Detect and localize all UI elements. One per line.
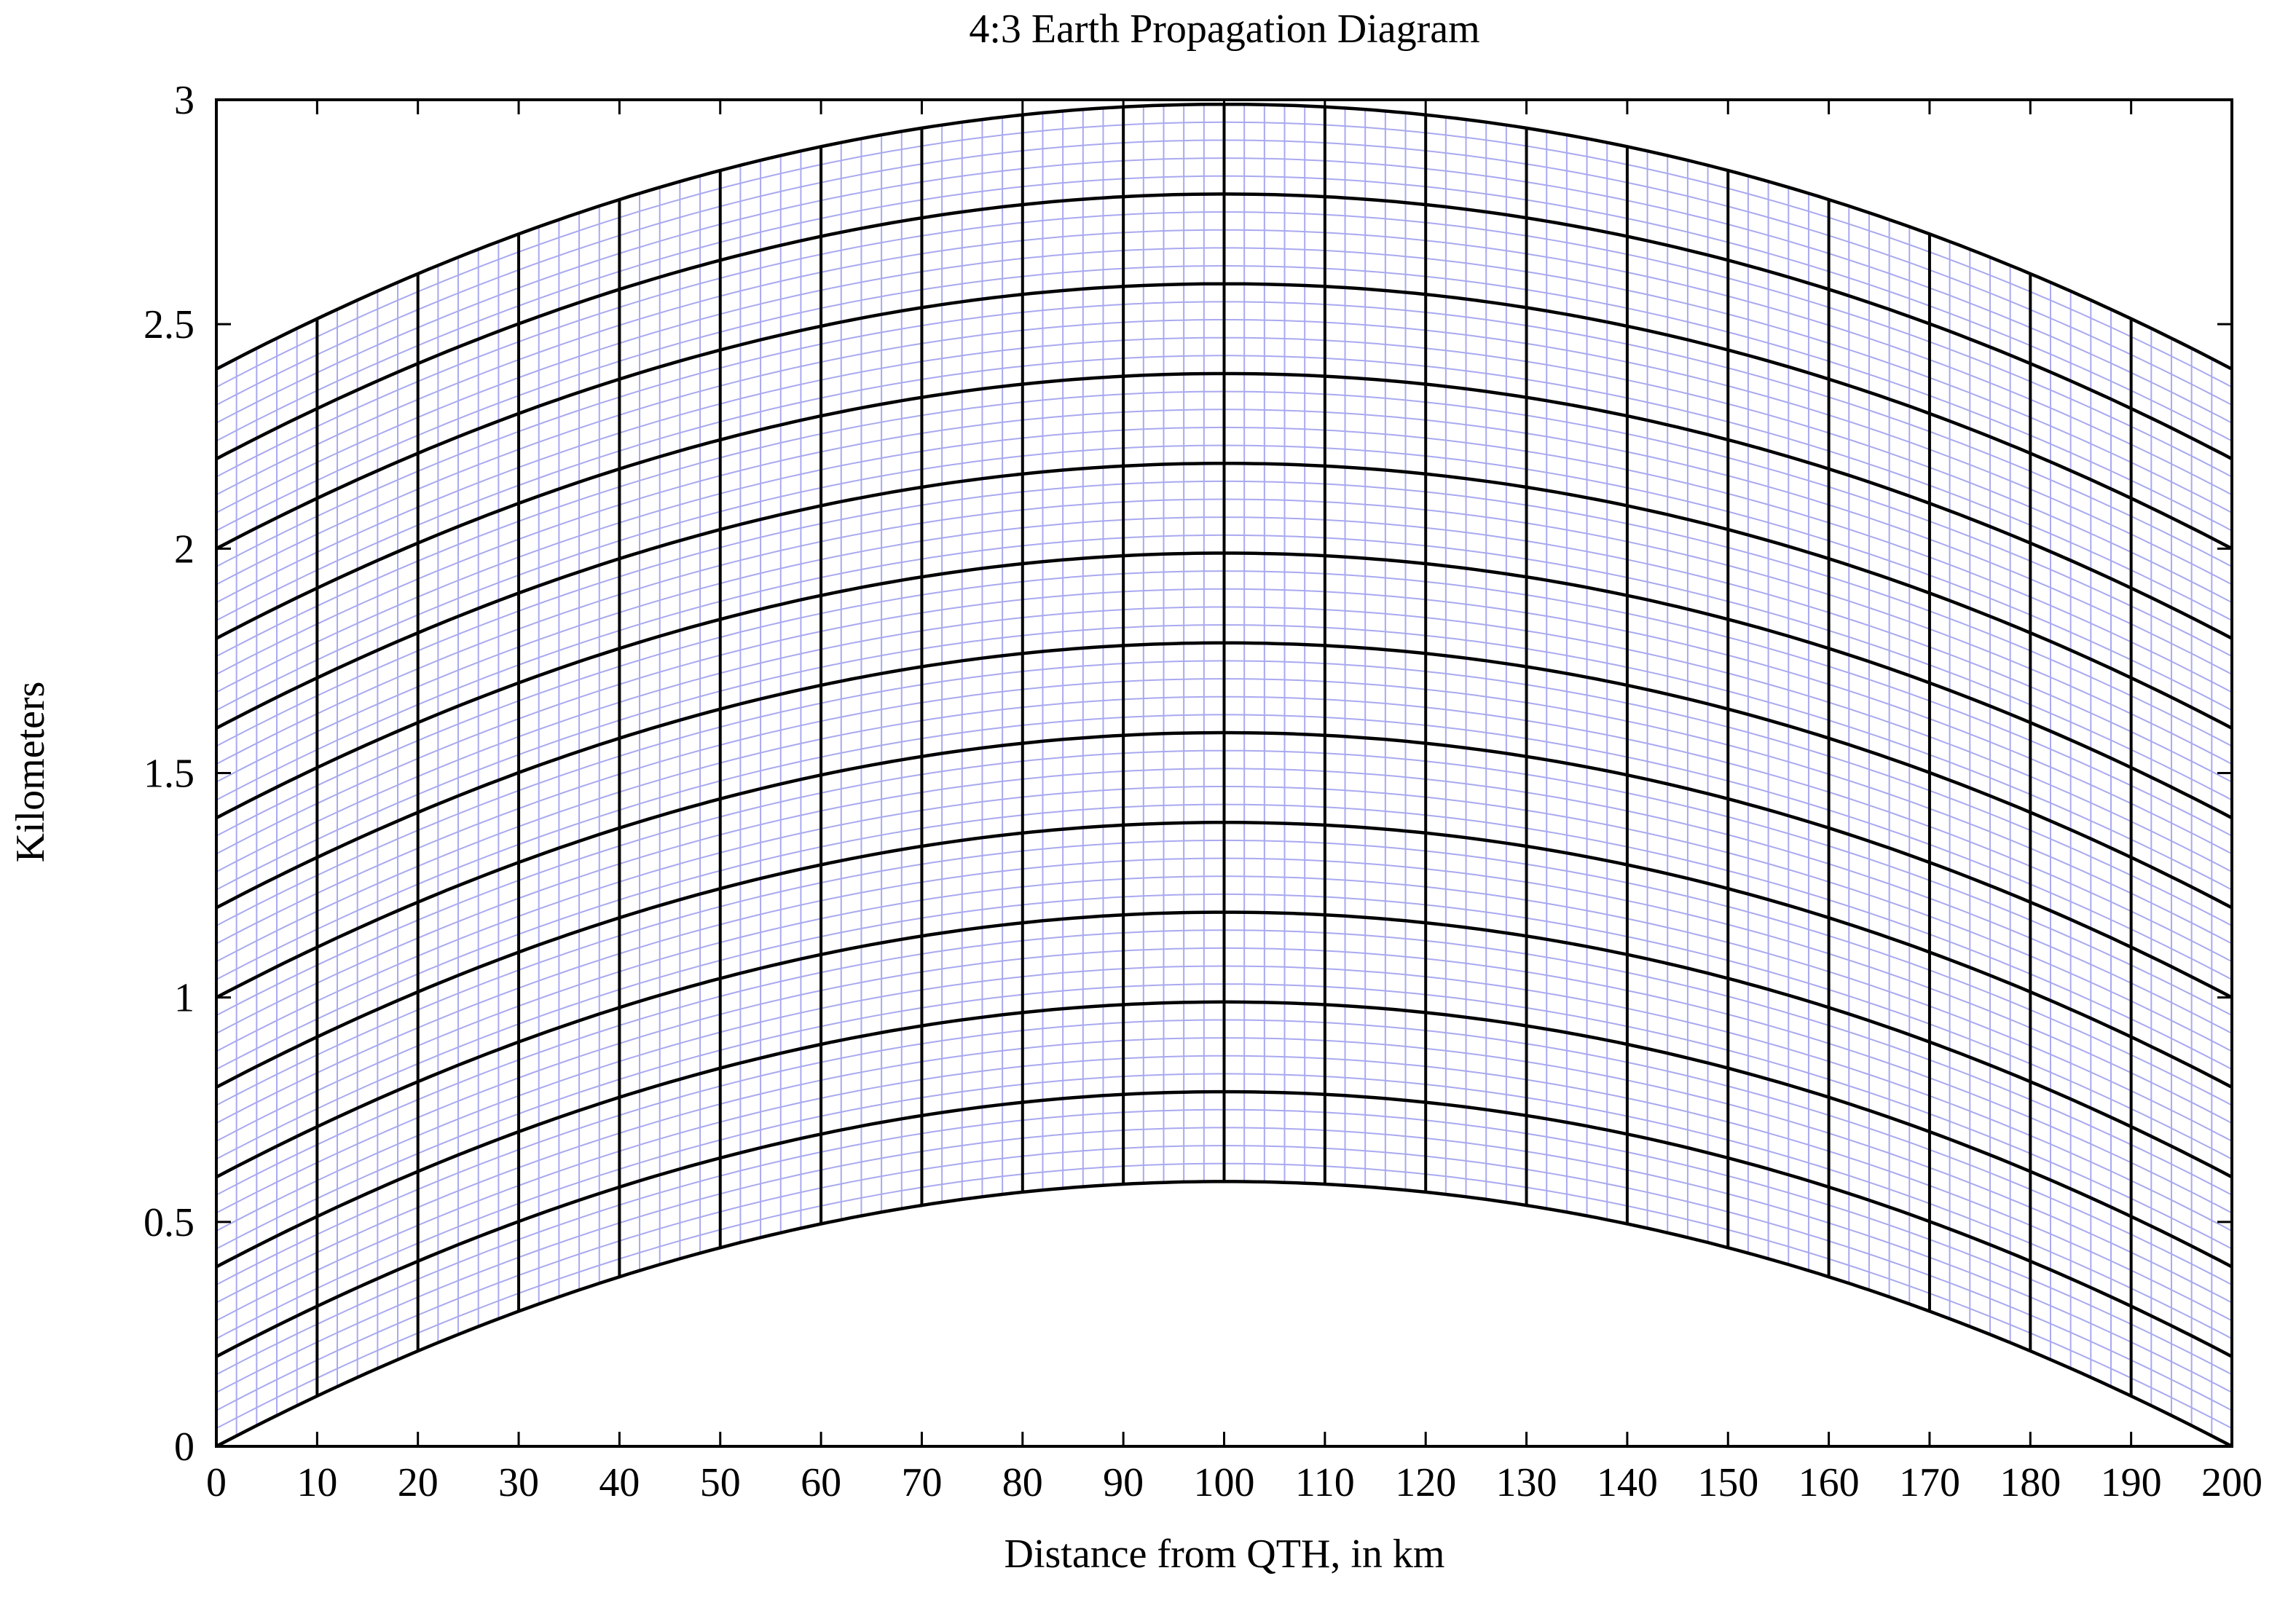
series-curve-9 bbox=[215, 371, 2233, 640]
series-curve-8 bbox=[215, 461, 2233, 730]
y-tick-label: 0.5 bbox=[144, 1200, 194, 1245]
x-tick-label: 70 bbox=[901, 1460, 942, 1505]
x-tick-label: 20 bbox=[398, 1460, 439, 1505]
chart-title: 4:3 Earth Propagation Diagram bbox=[969, 7, 1479, 52]
x-tick-label: 170 bbox=[1899, 1460, 1960, 1505]
series-curve-10 bbox=[215, 282, 2233, 551]
series-curve-6 bbox=[215, 641, 2233, 910]
x-tick-label: 130 bbox=[1496, 1460, 1557, 1505]
y-tick-label: 3 bbox=[174, 78, 194, 123]
series-curve-5 bbox=[215, 730, 2233, 999]
y-axis: 0 0.5 1 1.5 2 2.5 3 bbox=[144, 78, 2232, 1470]
y-tick-label: 2.5 bbox=[144, 302, 194, 347]
series-curve-3 bbox=[215, 910, 2233, 1179]
plot-area bbox=[215, 98, 2233, 1448]
y-tick-label: 2 bbox=[174, 527, 194, 572]
x-tick-label: 0 bbox=[206, 1460, 227, 1505]
x-tick-label: 90 bbox=[1103, 1460, 1144, 1505]
x-tick-label: 140 bbox=[1597, 1460, 1658, 1505]
x-tick-label: 180 bbox=[2000, 1460, 2061, 1505]
x-tick-label: 60 bbox=[801, 1460, 841, 1505]
y-tick-label: 1 bbox=[174, 976, 194, 1021]
y-axis-label: Kilometers bbox=[8, 682, 53, 863]
x-tick-label: 40 bbox=[599, 1460, 640, 1505]
x-tick-label: 30 bbox=[498, 1460, 539, 1505]
x-tick-label: 100 bbox=[1194, 1460, 1255, 1505]
series-curve-0 bbox=[215, 1180, 2233, 1448]
series-curve-7 bbox=[215, 551, 2233, 820]
x-tick-label: 120 bbox=[1395, 1460, 1456, 1505]
y-tick-label: 1.5 bbox=[144, 752, 194, 797]
x-tick-label: 200 bbox=[2201, 1460, 2262, 1505]
x-tick-label: 50 bbox=[700, 1460, 741, 1505]
x-tick-label: 150 bbox=[1697, 1460, 1758, 1505]
x-tick-label: 10 bbox=[296, 1460, 337, 1505]
y-tick-label: 0 bbox=[174, 1424, 194, 1470]
x-axis-label: Distance from QTH, in km bbox=[1004, 1532, 1445, 1577]
series-curve-2 bbox=[215, 1000, 2233, 1269]
series-curve-1 bbox=[215, 1089, 2233, 1358]
series-curve-11 bbox=[215, 192, 2233, 461]
x-axis: 0 10 20 30 40 50 60 70 80 90 100 110 120 130 140 150 160… bbox=[206, 100, 2262, 1505]
series-curve-4 bbox=[215, 821, 2233, 1089]
x-tick-label: 160 bbox=[1798, 1460, 1860, 1505]
x-tick-label: 80 bbox=[1002, 1460, 1043, 1505]
series-curves bbox=[215, 102, 2233, 1448]
x-tick-label: 110 bbox=[1295, 1460, 1355, 1505]
x-tick-label: 190 bbox=[2101, 1460, 2162, 1505]
